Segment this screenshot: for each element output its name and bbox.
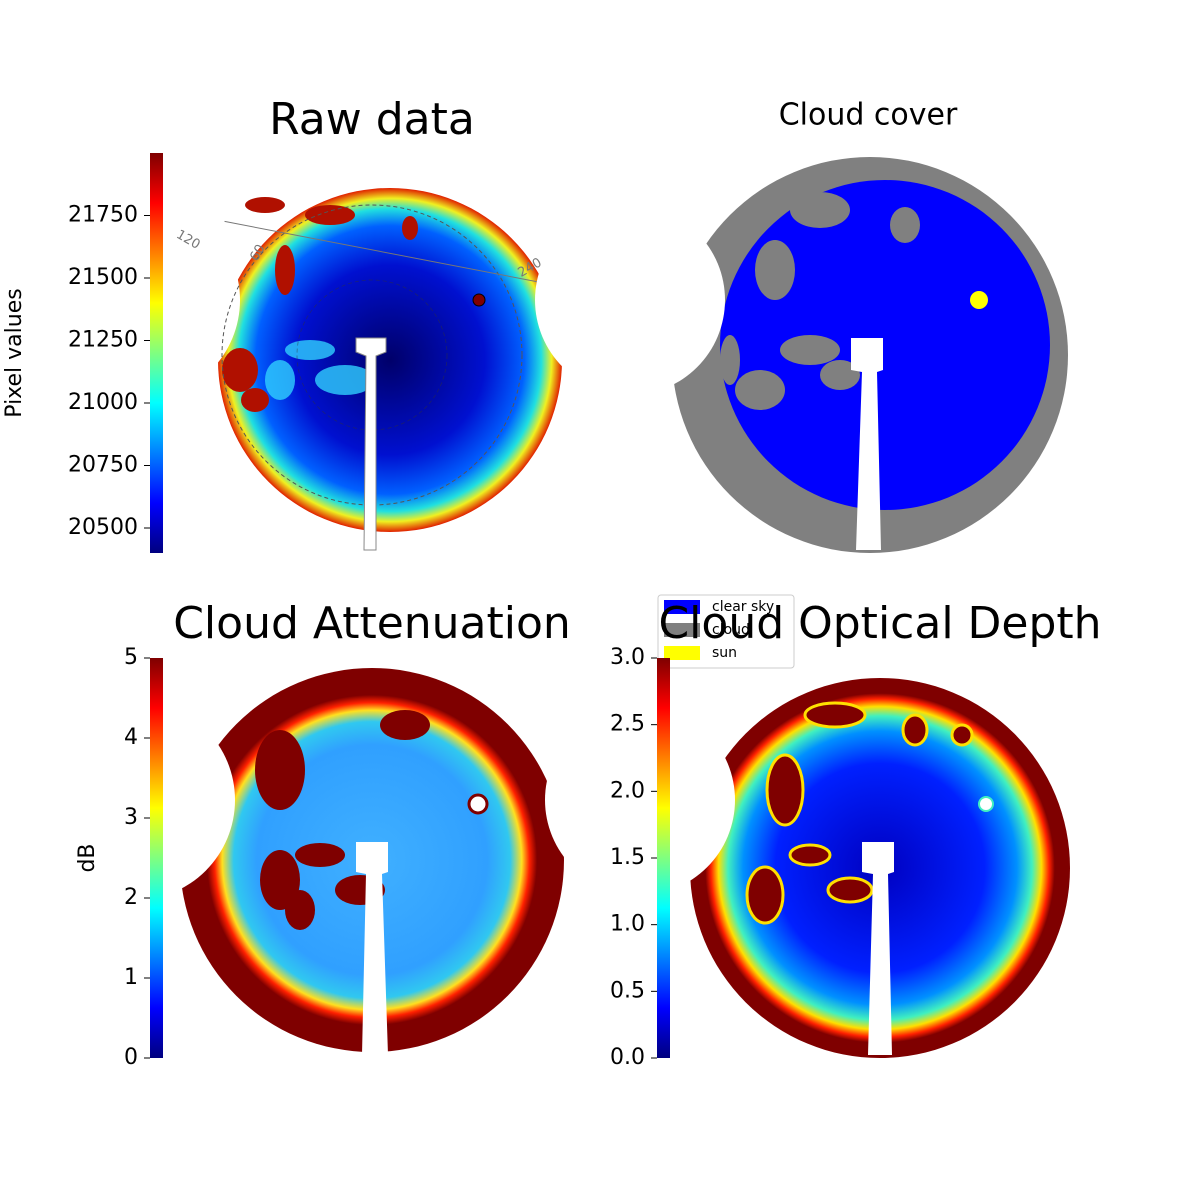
legend-swatch — [664, 623, 700, 637]
colorbar-tick-label: 1.5 — [610, 845, 645, 870]
colorbar-tick-label: 21000 — [68, 390, 138, 415]
panel-title: Cloud Optical Depth — [658, 598, 1101, 649]
panel-title: Cloud cover — [779, 98, 958, 133]
colorbar-tick-label: 3 — [124, 805, 138, 830]
colorbar-tick-label: 1 — [124, 965, 138, 990]
colorbar-tick-label: 4 — [124, 725, 138, 750]
colorbar-tick-label: 20750 — [68, 453, 138, 478]
colorbar-tick-label: 5 — [124, 645, 138, 670]
optical-depth-image — [545, 678, 1070, 1058]
legend-label: clear sky — [712, 599, 774, 615]
colorbar-tick-label: 21250 — [68, 328, 138, 353]
colorbar-tick-label: 2 — [124, 885, 138, 910]
colorbar — [150, 658, 163, 1058]
colorbar-tick-label: 2.0 — [610, 778, 645, 803]
colorbar — [150, 153, 163, 553]
colorbar-tick-label: 2.5 — [610, 712, 645, 737]
colorbar-tick-label: 0 — [124, 1045, 138, 1070]
colorbar-tick-label: 3.0 — [610, 645, 645, 670]
colorbar-tick-label: 1.0 — [610, 912, 645, 937]
legend-swatch — [664, 600, 700, 614]
legend-label: cloud — [712, 622, 750, 638]
polar-annotation: 60 — [247, 242, 268, 264]
colorbar-tick-label: 0.0 — [610, 1045, 645, 1070]
colorbar-tick-label: 21750 — [68, 203, 138, 228]
panel-title: Cloud Attenuation — [173, 598, 571, 649]
colorbar-label: Pixel values — [2, 288, 27, 417]
colorbar-tick-label: 21500 — [68, 265, 138, 290]
raw-image — [40, 188, 589, 551]
colorbar-label: dB — [75, 843, 100, 872]
colorbar-tick-label: 0.5 — [610, 978, 645, 1003]
cloud-cover-image — [535, 157, 1068, 553]
colorbar-tick-label: 20500 — [68, 515, 138, 540]
attenuation-image — [35, 668, 564, 1055]
panel-title: Raw data — [269, 94, 475, 145]
legend-swatch — [664, 646, 700, 660]
colorbar — [657, 658, 670, 1058]
legend-label: sun — [712, 645, 737, 661]
